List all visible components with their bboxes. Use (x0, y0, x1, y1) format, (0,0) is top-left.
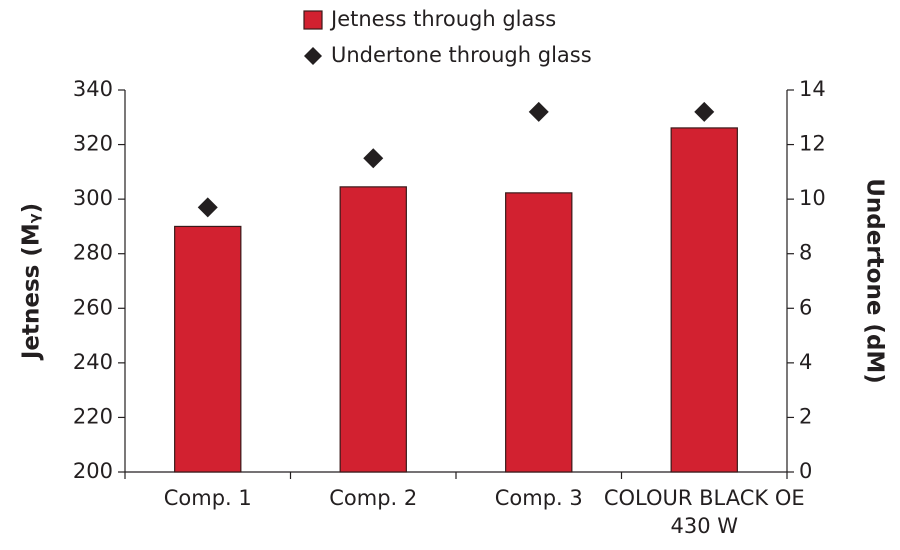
diamond-marker (363, 148, 384, 169)
diamond-marker (694, 101, 715, 122)
y-tick-label: 300 (73, 186, 113, 210)
legend-label: Undertone through glass (331, 43, 592, 67)
bar (505, 192, 573, 473)
y-tick-label: 240 (73, 350, 113, 374)
diamond-marker (197, 197, 218, 218)
y-tick-label: 320 (73, 132, 113, 156)
x-tick-label: Comp. 1 (163, 486, 252, 510)
x-tick-label: COLOUR BLACK OE 430 W (603, 486, 805, 538)
y-tick-label: 280 (73, 241, 113, 265)
y-tick-label: 260 (73, 295, 113, 319)
y2-tick-label: 6 (799, 295, 812, 319)
y-tick-label: 340 (73, 77, 113, 101)
x-tick-label: Comp. 2 (329, 486, 418, 510)
y2-tick-label: 10 (799, 186, 826, 210)
y2-tick-label: 4 (799, 350, 812, 374)
y2-tick-label: 12 (799, 132, 826, 156)
y2-tick-label: 2 (799, 404, 812, 428)
bar (339, 186, 407, 473)
y-tick-label: 220 (73, 404, 113, 428)
bar (670, 127, 738, 473)
legend-label: Jetness through glass (329, 7, 556, 31)
y2-tick-label: 8 (799, 241, 812, 265)
y-axis-title: Jetness (Mᵧ) (19, 203, 45, 361)
diamond-marker (528, 101, 549, 122)
y2-axis-title: Undertone (dM) (862, 178, 888, 384)
legend-swatch (304, 47, 322, 65)
y-tick-label: 200 (73, 459, 113, 483)
y2-tick-label: 0 (799, 459, 812, 483)
x-tick-label: Comp. 3 (494, 486, 583, 510)
y2-tick-label: 14 (799, 77, 826, 101)
bar (174, 225, 242, 473)
legend-swatch (303, 10, 323, 30)
